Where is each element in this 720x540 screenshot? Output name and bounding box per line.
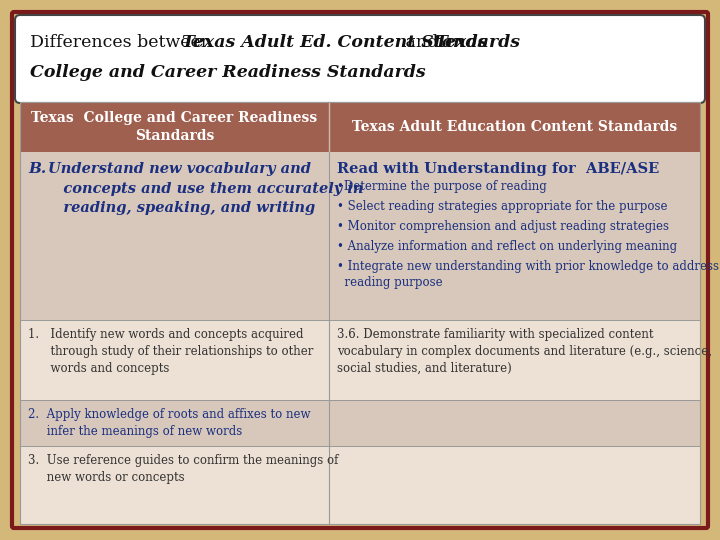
Text: Texas Adult Ed. Content Standards: Texas Adult Ed. Content Standards xyxy=(182,34,520,51)
Bar xyxy=(20,102,700,524)
Text: • Integrate new understanding with prior knowledge to address
  reading purpose: • Integrate new understanding with prior… xyxy=(337,260,719,289)
Text: Understand new vocabulary and
   concepts and use them accurately in
   reading,: Understand new vocabulary and concepts a… xyxy=(48,162,364,215)
Text: Texas Adult Education Content Standards: Texas Adult Education Content Standards xyxy=(352,120,677,134)
Text: and: and xyxy=(400,34,444,51)
Text: 2.  Apply knowledge of roots and affixes to new
     infer the meanings of new w: 2. Apply knowledge of roots and affixes … xyxy=(28,408,310,438)
Text: B.: B. xyxy=(28,162,46,176)
Text: 3.  Use reference guides to confirm the meanings of
     new words or concepts: 3. Use reference guides to confirm the m… xyxy=(28,454,338,484)
FancyBboxPatch shape xyxy=(15,15,705,103)
Text: College and Career Readiness Standards: College and Career Readiness Standards xyxy=(30,64,426,81)
Text: • Monitor comprehension and adjust reading strategies: • Monitor comprehension and adjust readi… xyxy=(337,220,669,233)
Bar xyxy=(20,446,700,524)
Bar xyxy=(20,320,700,400)
Text: Texas  College and Career Readiness
Standards: Texas College and Career Readiness Stand… xyxy=(32,111,318,143)
Text: • Select reading strategies appropriate for the purpose: • Select reading strategies appropriate … xyxy=(337,200,667,213)
Text: 1.   Identify new words and concepts acquired
      through study of their relat: 1. Identify new words and concepts acqui… xyxy=(28,328,313,375)
Text: 3.6. Demonstrate familiarity with specialized content
vocabulary in complex docu: 3.6. Demonstrate familiarity with specia… xyxy=(337,328,712,375)
Text: • Analyze information and reflect on underlying meaning: • Analyze information and reflect on und… xyxy=(337,240,677,253)
Bar xyxy=(20,102,700,152)
Bar xyxy=(20,400,700,446)
Text: •Determine the purpose of reading: •Determine the purpose of reading xyxy=(337,180,546,193)
Text: Texas: Texas xyxy=(434,34,487,51)
Text: Read with Understanding for  ABE/ASE: Read with Understanding for ABE/ASE xyxy=(337,162,660,176)
FancyBboxPatch shape xyxy=(12,12,708,528)
Text: Differences between: Differences between xyxy=(30,34,217,51)
Bar xyxy=(20,152,700,320)
